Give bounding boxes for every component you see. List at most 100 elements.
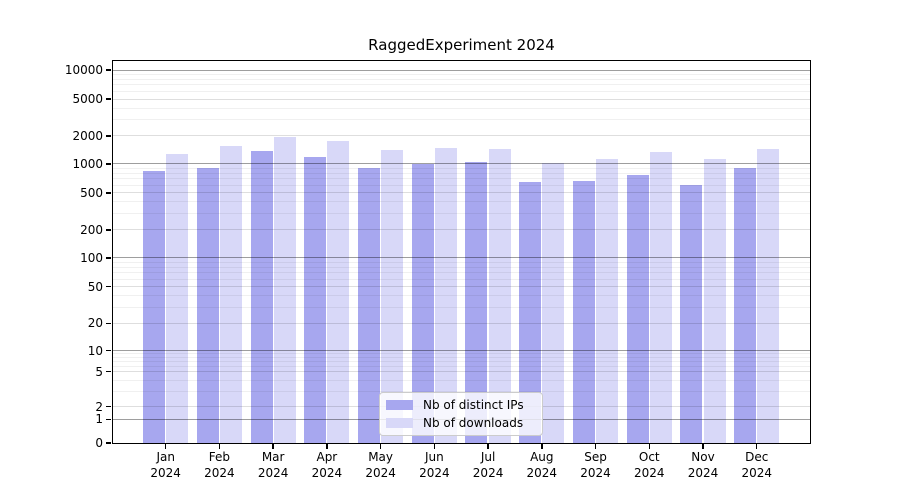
x-tick-label-line: 2024 (204, 465, 235, 480)
bar-downloads-oct-2024 (649, 151, 672, 443)
y-tick-label-0: 0 (95, 436, 103, 450)
gridline-minor-80 (113, 266, 810, 268)
gridline-5000 (113, 98, 810, 100)
x-tick-label-line: Feb (208, 450, 231, 464)
x-tick-label-line: 2024 (311, 465, 343, 480)
bar-distinct-ips-aug-2024 (519, 182, 542, 443)
grid-layer (113, 61, 810, 443)
x-tick-label-line: Oct (638, 450, 660, 464)
gridline-minor-9000 (113, 73, 810, 75)
gridline-20 (113, 322, 810, 324)
bar-distinct-ips-mar-2024 (250, 150, 273, 443)
gridline-minor-6000 (113, 90, 810, 92)
bar-distinct-ips-dec-2024 (734, 167, 757, 443)
y-tick-label-5000: 5000 (72, 92, 103, 106)
y-tick-label-1: 1 (95, 412, 103, 427)
legend-label: Nb of distinct IPs (423, 397, 524, 412)
bar-distinct-ips-may-2024 (358, 168, 381, 443)
x-tick-feb-2024 (218, 444, 221, 449)
gridline-minor-600 (113, 184, 810, 186)
y-tick-1 (106, 418, 111, 420)
y-tick-2 (106, 405, 111, 408)
x-tick-label-mar-2024: Mar 2024 (245, 450, 301, 481)
gridline-10000 (113, 69, 810, 71)
gridline-minor-400 (113, 201, 810, 203)
gridline-minor-800 (113, 172, 810, 174)
bar-downloads-jan-2024 (166, 154, 189, 443)
gridline-200 (113, 229, 810, 231)
legend-swatch-nb-of-downloads (386, 418, 413, 429)
x-tick-label-line: Mar (261, 450, 285, 464)
bar-downloads-jun-2024 (434, 147, 457, 443)
y-tick-label-2000: 2000 (72, 128, 103, 143)
x-tick-label-feb-2024: Feb 2024 (191, 450, 247, 481)
y-tick-10000 (106, 69, 111, 71)
x-tick-label-line: 2024 (150, 465, 181, 480)
x-tick-label-may-2024: May 2024 (353, 450, 409, 481)
bar-downloads-may-2024 (381, 149, 404, 443)
x-tick-label-line: Apr (316, 450, 338, 464)
gridline-minor-3 (113, 390, 810, 392)
x-tick-jan-2024 (165, 444, 167, 449)
bar-downloads-jul-2024 (488, 148, 511, 443)
chart-title: RaggedExperiment 2024 (368, 36, 555, 54)
gridline-minor-8 (113, 356, 810, 358)
x-tick-nov-2024 (702, 444, 704, 449)
x-tick-may-2024 (379, 444, 382, 449)
x-tick-label-nov-2024: Nov 2024 (675, 450, 731, 481)
x-tick-apr-2024 (326, 444, 328, 449)
y-tick-label-20: 20 (87, 316, 103, 331)
gridline-minor-4000 (113, 107, 810, 109)
y-tick-5 (106, 370, 111, 373)
gridline-minor-6 (113, 365, 810, 367)
y-tick-2000 (106, 135, 111, 137)
gridline-minor-30 (113, 306, 810, 308)
x-tick-label-line: Jul (480, 450, 496, 464)
bar-downloads-nov-2024 (703, 158, 726, 443)
bar-downloads-dec-2024 (757, 148, 780, 443)
legend-item-nb-of-distinct-ips: Nb of distinct IPs (386, 397, 536, 413)
bar-downloads-feb-2024 (220, 146, 243, 443)
y-tick-50 (106, 285, 111, 288)
bar-distinct-ips-jan-2024 (143, 171, 166, 443)
gridline-minor-7000 (113, 84, 810, 86)
bar-distinct-ips-sep-2024 (572, 181, 595, 443)
x-tick-dec-2024 (756, 444, 758, 449)
x-tick-label-aug-2024: Aug 2024 (514, 450, 570, 481)
gridline-minor-60 (113, 278, 810, 280)
y-tick-20 (106, 322, 111, 324)
x-tick-label-line: 2024 (419, 465, 450, 480)
y-tick-200 (106, 229, 111, 231)
x-tick-aug-2024 (541, 444, 543, 449)
bar-downloads-mar-2024 (273, 137, 296, 443)
y-tick-label-50: 50 (87, 279, 103, 294)
x-tick-label-line: 2024 (365, 465, 396, 480)
x-tick-label-line: Dec (745, 450, 769, 464)
x-tick-label-sep-2024: Sep 2024 (568, 450, 624, 481)
x-tick-label-line: Jun (424, 450, 444, 464)
bar-distinct-ips-jul-2024 (465, 162, 488, 443)
y-tick-label-200: 200 (80, 222, 103, 237)
gridline-50 (113, 286, 810, 288)
gridline-minor-3000 (113, 119, 810, 121)
y-tick-label-100: 100 (80, 250, 103, 265)
x-tick-label-jan-2024: Jan 2024 (138, 450, 194, 481)
x-tick-label-line: 2024 (580, 465, 611, 480)
gridline-1000 (113, 163, 810, 165)
x-tick-label-line: Nov (691, 450, 715, 464)
x-tick-label-line: Sep (584, 450, 607, 464)
x-tick-mar-2024 (272, 444, 274, 449)
plot-area: Nb of distinct IPs Nb of downloads (112, 60, 811, 444)
y-tick-label-2: 2 (95, 399, 103, 414)
bars-layer (113, 61, 810, 443)
legend-item-nb-of-downloads: Nb of downloads (386, 416, 536, 432)
x-tick-oct-2024 (648, 444, 650, 449)
y-tick-label-10: 10 (87, 343, 103, 358)
legend: Nb of distinct IPs Nb of downloads (379, 392, 543, 436)
y-tick-5000 (106, 98, 111, 100)
x-tick-label-line: Aug (530, 450, 554, 464)
bar-distinct-ips-nov-2024 (680, 185, 703, 443)
y-tick-label-1000: 1000 (72, 156, 103, 171)
y-tick-label-5: 5 (95, 364, 103, 379)
